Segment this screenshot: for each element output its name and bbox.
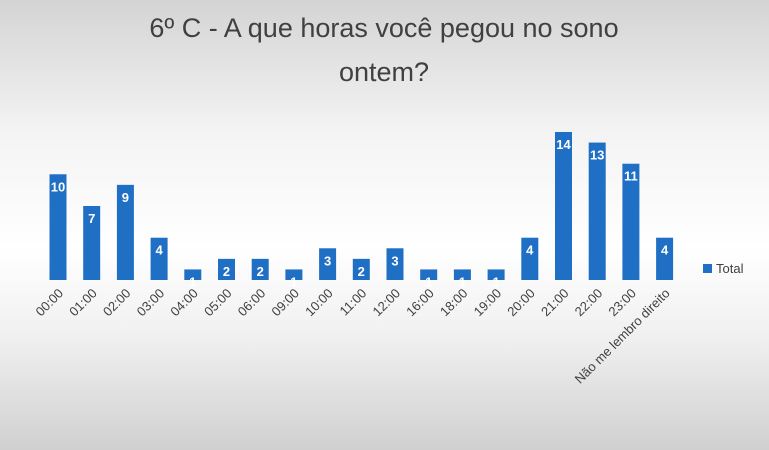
x-tick-label: 12:00 — [370, 286, 404, 320]
x-tick-label: 06:00 — [235, 286, 269, 320]
x-tick-label: 22:00 — [572, 286, 606, 320]
bar — [218, 258, 235, 280]
data-label: 2 — [223, 264, 230, 279]
x-tick-label: 18:00 — [437, 286, 471, 320]
bar — [386, 248, 404, 280]
bar — [184, 269, 202, 280]
data-label: 4 — [155, 243, 163, 258]
data-label: 1 — [459, 274, 466, 289]
bar — [656, 237, 674, 280]
data-label: 1 — [189, 274, 196, 289]
data-label: 10 — [51, 179, 65, 194]
x-tick-label: 04:00 — [167, 286, 201, 320]
data-label: 3 — [324, 253, 331, 268]
bar — [622, 163, 640, 280]
x-tick-label: 02:00 — [100, 286, 134, 320]
bar — [352, 258, 370, 280]
data-label: 2 — [358, 264, 365, 279]
x-tick-label: 01:00 — [66, 286, 100, 320]
data-label: 13 — [590, 148, 604, 163]
x-tick-label: 05:00 — [201, 286, 235, 320]
data-label: 9 — [122, 190, 129, 205]
data-label: 1 — [492, 274, 499, 289]
bar — [150, 237, 168, 280]
data-label: 1 — [425, 274, 432, 289]
data-label: 11 — [624, 169, 638, 184]
data-label: 4 — [526, 243, 534, 258]
bar — [521, 237, 539, 280]
x-tick-label: 11:00 — [336, 286, 369, 319]
bar — [487, 269, 505, 280]
x-tick-label: 09:00 — [268, 286, 302, 320]
x-tick-label: 10:00 — [302, 286, 336, 320]
bar — [83, 206, 101, 280]
bar — [251, 258, 269, 280]
bar — [285, 269, 303, 280]
bar — [319, 248, 337, 280]
x-tick-label: 21:00 — [538, 286, 572, 320]
bar — [420, 269, 438, 280]
bar — [588, 142, 606, 280]
chart-title: 6º C - A que horas você pegou no sono on… — [149, 13, 619, 87]
data-label: 4 — [661, 243, 669, 258]
bar — [555, 132, 572, 280]
data-label: 2 — [257, 264, 264, 279]
bar — [49, 174, 67, 280]
x-tick-label: 16:00 — [403, 286, 437, 320]
legend-swatch — [703, 264, 712, 273]
x-tick-label: 00:00 — [33, 286, 67, 320]
bar — [116, 184, 134, 280]
data-label: 3 — [391, 253, 398, 268]
data-label: 14 — [556, 137, 571, 152]
legend-label: Total — [716, 261, 744, 276]
x-tick-label: 20:00 — [504, 286, 538, 320]
data-label: 1 — [290, 274, 297, 289]
data-label: 7 — [88, 211, 95, 226]
x-tick-label: 03:00 — [134, 286, 168, 320]
x-tick-label: 19:00 — [471, 286, 505, 320]
bar — [453, 269, 471, 280]
